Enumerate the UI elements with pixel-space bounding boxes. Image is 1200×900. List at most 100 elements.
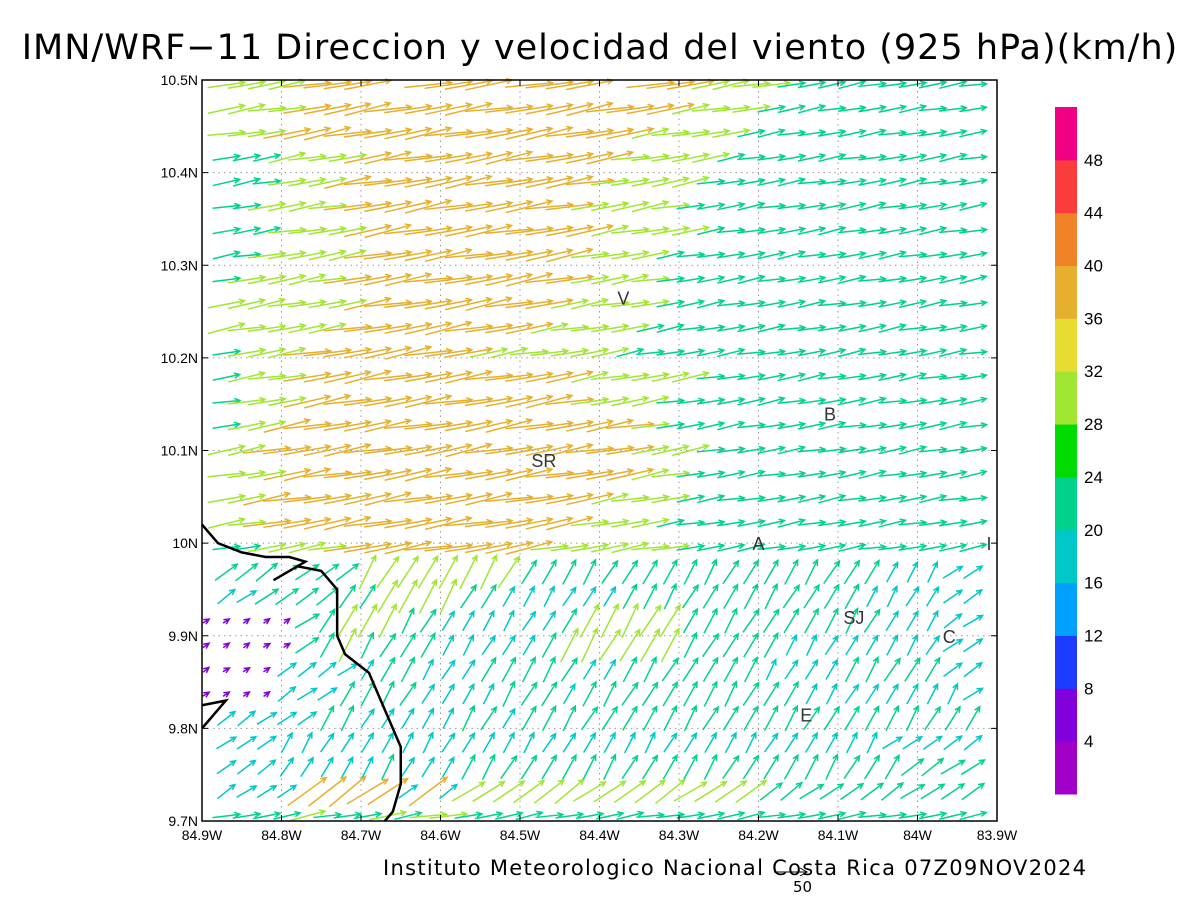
wind-vector <box>797 80 827 89</box>
wind-vector <box>268 177 307 186</box>
wind-vector <box>279 756 295 777</box>
wind-vector <box>546 174 594 189</box>
wind-vector <box>663 582 677 610</box>
wind-vector <box>317 661 338 678</box>
wind-vector <box>525 125 574 141</box>
wind-vector <box>399 681 417 706</box>
wind-vector <box>904 656 921 682</box>
wind-vector <box>288 322 327 334</box>
wind-vector <box>817 519 847 527</box>
wind-vector <box>590 250 630 259</box>
wind-vector <box>600 602 619 639</box>
wind-vector <box>697 298 726 309</box>
wind-vector <box>676 348 706 357</box>
wind-vector <box>384 176 433 187</box>
wind-vector <box>301 731 313 754</box>
wind-vector <box>297 661 318 678</box>
wind-vector <box>294 563 320 581</box>
wind-vector <box>505 516 554 529</box>
wind-vector <box>938 178 968 186</box>
wind-vector <box>817 324 847 332</box>
wind-vector <box>319 631 335 658</box>
wind-vector <box>939 469 968 479</box>
wind-vector <box>818 493 847 504</box>
wind-vector <box>495 810 524 820</box>
wind-vector <box>441 756 455 778</box>
wind-vector <box>401 607 415 634</box>
wind-vector <box>591 492 630 505</box>
wind-vector <box>703 607 718 634</box>
colorbar-swatch <box>1055 159 1077 214</box>
wind-vector <box>777 177 807 187</box>
wind-vector <box>864 559 880 585</box>
wind-vector <box>263 617 271 625</box>
wind-vector <box>777 153 807 162</box>
wind-vector <box>763 681 780 707</box>
wind-vector <box>566 101 615 117</box>
wind-vector <box>601 705 619 731</box>
wind-vector <box>716 518 746 527</box>
wind-vector <box>424 515 473 531</box>
wind-vector <box>818 420 847 431</box>
wind-vector <box>631 176 671 187</box>
wind-vector <box>358 553 377 590</box>
reference-arrow <box>774 867 809 877</box>
wind-vector <box>425 320 473 336</box>
wind-vector <box>384 467 433 481</box>
wind-vector <box>242 666 252 674</box>
wind-vector <box>743 632 759 658</box>
wind-vector <box>959 177 989 186</box>
wind-vector <box>672 175 711 189</box>
wind-vector <box>737 177 767 186</box>
wind-vector <box>502 585 516 607</box>
wind-vector <box>444 273 494 285</box>
wind-vector <box>838 323 867 333</box>
wind-vector <box>461 704 475 732</box>
wind-vector <box>591 273 630 285</box>
colorbar-swatch <box>1055 635 1077 689</box>
wind-vector <box>824 634 839 656</box>
wind-vector <box>212 226 242 235</box>
wind-vector <box>212 543 242 551</box>
wind-vector <box>500 754 518 779</box>
wind-vector <box>227 396 267 405</box>
wind-vector <box>757 348 787 356</box>
wind-vector <box>764 582 778 610</box>
wind-vector <box>696 348 726 357</box>
wind-vector <box>681 583 699 609</box>
wind-vector <box>638 604 662 638</box>
wind-vector <box>844 656 860 683</box>
wind-vector <box>918 275 948 284</box>
wind-vector <box>283 642 292 649</box>
wind-vector <box>480 583 497 609</box>
wind-vector <box>843 754 861 780</box>
wind-vector <box>959 323 988 333</box>
wind-vector <box>505 467 554 482</box>
wind-vector <box>898 421 928 430</box>
wind-vector <box>696 324 726 332</box>
wind-vector <box>324 442 372 457</box>
wind-vector <box>838 128 867 138</box>
wind-vector <box>745 731 757 754</box>
wind-vector <box>671 102 711 115</box>
wind-vector <box>623 731 636 754</box>
wind-vector <box>805 682 818 705</box>
wind-vector <box>959 299 989 307</box>
wind-vector <box>308 225 348 235</box>
wind-vector <box>424 224 474 237</box>
wind-vector <box>878 348 908 356</box>
wind-vector <box>400 656 416 683</box>
wind-vector <box>593 780 627 803</box>
wind-vector <box>595 810 625 820</box>
wind-vector <box>384 321 433 334</box>
wind-vector <box>662 558 678 585</box>
wind-vector <box>824 607 839 634</box>
wind-vector <box>323 492 373 505</box>
wind-vector <box>763 558 779 585</box>
wind-vector <box>482 682 495 705</box>
wind-vector <box>603 585 617 607</box>
wind-vector <box>384 444 433 455</box>
wind-vector <box>318 608 336 634</box>
wind-vector <box>844 705 860 731</box>
city-label: B <box>824 404 836 424</box>
